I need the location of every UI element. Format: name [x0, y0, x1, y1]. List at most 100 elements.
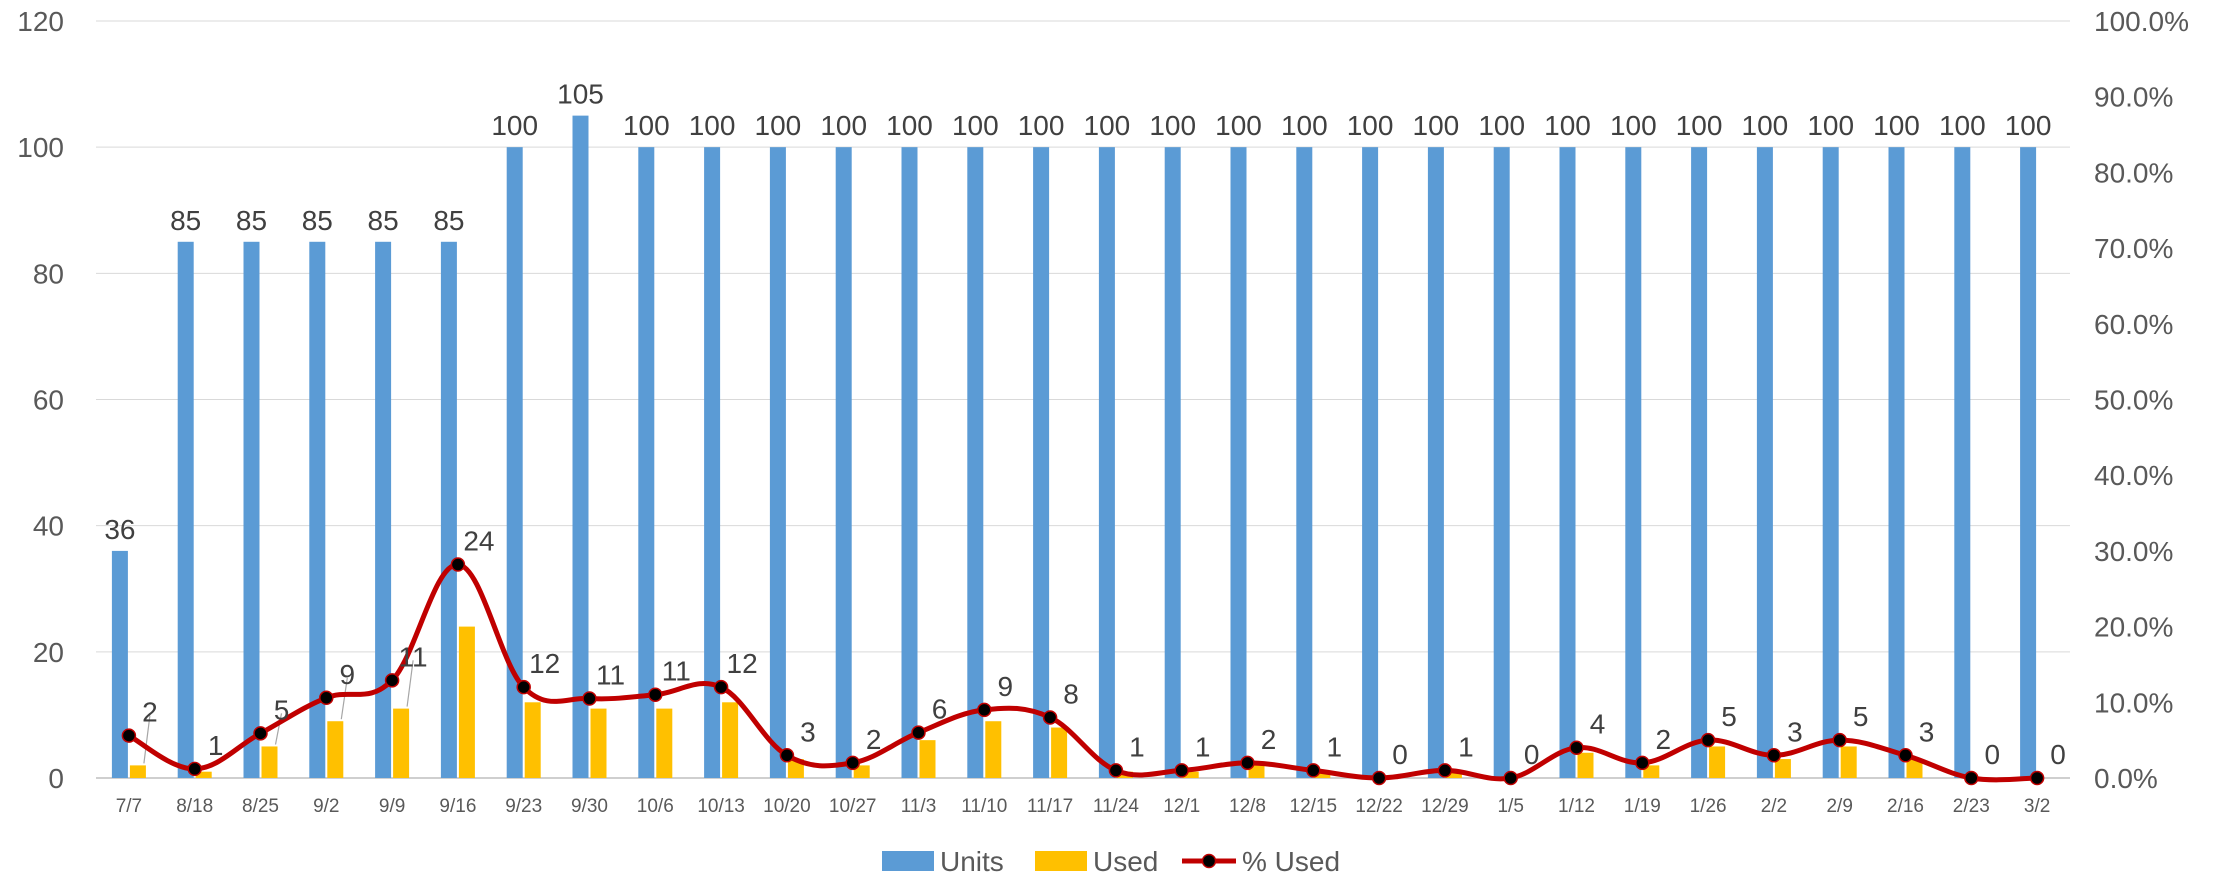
right-axis-tick-label: 40.0% [2094, 460, 2173, 491]
left-axis: 0 20 40 60 80 100 120 [17, 6, 64, 794]
units-data-label: 100 [1742, 110, 1789, 141]
used-bar [919, 740, 936, 778]
pct-used-marker [253, 726, 268, 741]
units-bar [1230, 147, 1247, 778]
units-bar [309, 241, 326, 778]
legend-swatch-units [882, 851, 934, 871]
units-bar [1954, 147, 1971, 778]
units-data-label: 85 [302, 205, 333, 236]
used-bar [1774, 759, 1791, 778]
pct-used-marker [384, 673, 400, 688]
used-data-label: 0 [1985, 739, 2001, 770]
x-axis-tick-label: 11/10 [961, 796, 1007, 817]
used-data-label: 3 [800, 716, 816, 747]
x-axis-tick-label: 7/7 [116, 796, 142, 817]
pct-used-marker [1174, 763, 1189, 778]
left-axis-tick-label: 0 [48, 763, 64, 794]
pct-used-marker [1503, 770, 1518, 786]
used-data-label: 1 [1195, 731, 1211, 762]
used-data-label: 2 [1656, 724, 1672, 755]
x-axis-tick-label: 2/23 [1953, 796, 1990, 817]
units-bar [1033, 147, 1050, 778]
units-bar [1559, 147, 1576, 778]
used-data-label: 0 [2050, 739, 2066, 770]
units-data-label: 100 [1478, 110, 1525, 141]
units-bar [177, 241, 194, 778]
right-axis-tick-label: 30.0% [2094, 536, 2173, 567]
units-bar [1888, 147, 1905, 778]
units-data-label: 85 [170, 205, 201, 236]
units-data-label: 105 [557, 79, 604, 110]
right-axis: 0.0% 10.0% 20.0% 30.0% 40.0% 50.0% 60.0% 70.0% 8… [2094, 6, 2189, 794]
used-bar [1643, 765, 1660, 778]
units-data-label: 100 [2005, 110, 2052, 141]
units-bar [572, 115, 589, 778]
units-data-label: 85 [236, 205, 267, 236]
used-data-label: 2 [142, 697, 158, 728]
units-bar [835, 147, 852, 778]
units-data-label: 100 [1873, 110, 1920, 141]
units-bar [1164, 147, 1181, 778]
used-bar [1840, 746, 1857, 778]
used-bar [853, 765, 870, 778]
used-data-label: 1 [1327, 731, 1343, 762]
right-axis-tick-label: 60.0% [2094, 309, 2173, 340]
units-bar [1756, 147, 1773, 778]
units-data-label: 100 [1939, 110, 1986, 141]
used-bar [261, 746, 278, 778]
used-bar [1248, 765, 1265, 778]
used-data-label: 0 [1392, 739, 1408, 770]
units-bar [1493, 147, 1510, 778]
x-axis-tick-label: 1/5 [1497, 796, 1523, 817]
pct-used-marker [648, 687, 663, 702]
x-axis-tick-label: 10/20 [763, 796, 811, 817]
x-axis-tick-label: 9/23 [505, 796, 542, 817]
used-bar [722, 702, 739, 778]
x-axis-tick-label: 12/29 [1421, 796, 1469, 817]
units-data-label: 100 [1807, 110, 1854, 141]
units-data-label: 36 [104, 514, 135, 545]
x-axis-tick-label: 2/16 [1887, 796, 1924, 817]
units-bar [967, 147, 984, 778]
legend-label-pct-used: % Used [1242, 846, 1340, 877]
pct-used-marker [1240, 755, 1255, 771]
pct-used-marker [1964, 770, 1979, 786]
label-leader-lines [143, 660, 414, 764]
x-axis-tick-label: 9/2 [313, 796, 339, 817]
used-data-label: 12 [529, 648, 560, 679]
x-axis-tick-label: 3/2 [2024, 796, 2050, 817]
used-data-label: 1 [1458, 731, 1474, 762]
pct-used-marker [450, 557, 466, 572]
units-data-label: 85 [368, 205, 399, 236]
used-bar [1709, 746, 1726, 778]
x-axis: 7/7 8/18 8/25 9/2 9/9 9/16 9/23 9/30 10/6 10/13 10… [116, 796, 2051, 817]
right-axis-tick-label: 50.0% [2094, 385, 2173, 416]
left-axis-tick-label: 60 [33, 385, 64, 416]
units-data-label: 100 [1347, 110, 1394, 141]
label-leader-line [143, 715, 151, 764]
units-bar [243, 241, 260, 778]
units-bar [1625, 147, 1642, 778]
label-leader-line [340, 677, 348, 720]
pct-used-marker [1108, 763, 1124, 778]
x-axis-tick-label: 8/25 [242, 796, 279, 817]
used-bar [590, 708, 607, 778]
right-axis-tick-label: 10.0% [2094, 687, 2173, 718]
pct-used-marker [1306, 763, 1321, 778]
x-axis-tick-label: 12/1 [1163, 796, 1200, 817]
units-data-label: 100 [1084, 110, 1131, 141]
pct-used-marker [582, 691, 597, 706]
used-data-label: 5 [1853, 701, 1869, 732]
units-data-label: 100 [1676, 110, 1723, 141]
units-bar [769, 147, 786, 778]
used-bar [1906, 759, 1923, 778]
pct-used-marker [779, 748, 795, 763]
units-data-label: 100 [1018, 110, 1065, 141]
x-axis-tick-label: 9/9 [379, 796, 405, 817]
units-data-label: 100 [1413, 110, 1460, 141]
x-axis-tick-label: 9/30 [571, 796, 608, 817]
used-bar [1314, 771, 1331, 778]
gridlines [96, 20, 2070, 779]
used-bar [1182, 771, 1199, 778]
